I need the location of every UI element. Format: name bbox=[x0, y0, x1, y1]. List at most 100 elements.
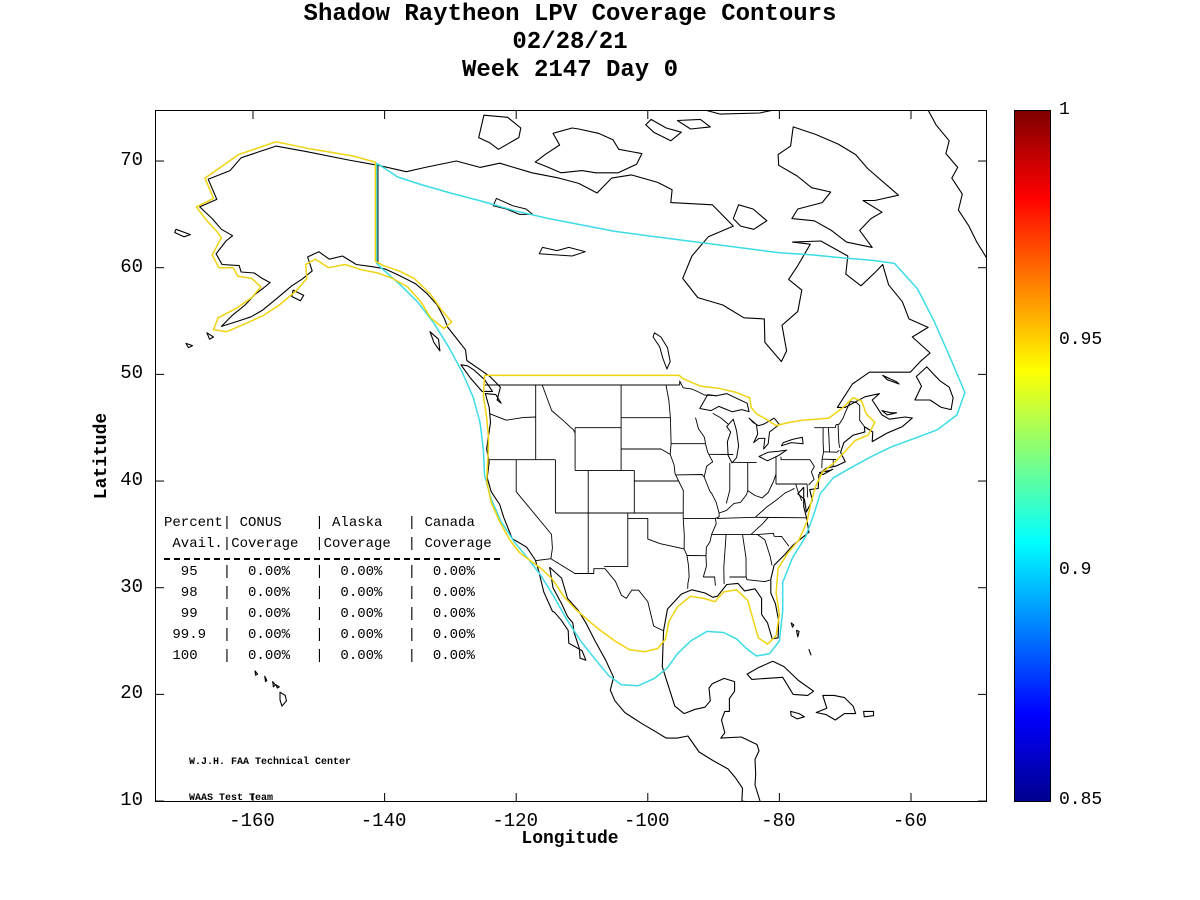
x-tick-label: -160 bbox=[229, 810, 275, 832]
attribution-line-1: W.J.H. FAA Technical Center bbox=[189, 757, 352, 768]
coastline-path bbox=[927, 111, 986, 259]
coastline-path bbox=[815, 694, 857, 721]
lake-outline bbox=[726, 418, 740, 464]
coastline-path bbox=[732, 204, 768, 230]
coastline-path bbox=[881, 410, 898, 416]
coastline-path bbox=[478, 114, 522, 150]
state-border-line bbox=[795, 483, 803, 501]
contour-line-0-95 bbox=[482, 374, 876, 653]
coastline-path bbox=[272, 681, 276, 688]
coverage-table-row: 98 | 0.00% | 0.00% | 0.00% bbox=[164, 585, 475, 601]
contour-line-0-95 bbox=[195, 141, 453, 333]
y-tick-label: 60 bbox=[120, 255, 143, 278]
lake-outline bbox=[780, 436, 804, 447]
y-tick-label: 70 bbox=[120, 149, 143, 172]
colorbar-tick-label: 0.9 bbox=[1059, 560, 1092, 580]
state-border-line bbox=[755, 516, 807, 519]
colorbar-tick-label: 1 bbox=[1059, 100, 1070, 120]
state-border-line bbox=[675, 474, 705, 478]
x-tick-label: -120 bbox=[492, 810, 538, 832]
state-border-line bbox=[535, 558, 664, 632]
colorbar-tick-label: 0.95 bbox=[1059, 330, 1103, 350]
coastline-path bbox=[790, 622, 795, 628]
state-border-line bbox=[837, 424, 841, 448]
chart-title: Shadow Raytheon LPV Coverage Contours bbox=[303, 1, 837, 28]
state-border-line bbox=[682, 518, 685, 549]
state-border-line bbox=[604, 513, 629, 567]
state-border-line bbox=[757, 534, 773, 566]
coastline-path bbox=[460, 364, 494, 392]
coastline-path bbox=[199, 145, 931, 801]
state-border-line bbox=[725, 462, 731, 504]
table-divider bbox=[164, 558, 500, 560]
state-border-line bbox=[669, 454, 680, 482]
y-tick-label: 10 bbox=[120, 789, 143, 812]
coastline-path bbox=[534, 127, 643, 174]
coverage-table-row: 99 | 0.00% | 0.00% | 0.00% bbox=[164, 606, 475, 622]
coastline-path bbox=[174, 228, 192, 238]
x-tick-label: -60 bbox=[892, 810, 928, 832]
coastline-path bbox=[275, 684, 280, 689]
x-tick-label: -80 bbox=[761, 810, 796, 832]
state-border-line bbox=[669, 417, 672, 455]
chart-week-day: Week 2147 Day 0 bbox=[461, 57, 679, 84]
state-border-line bbox=[750, 516, 769, 535]
lake-outline bbox=[748, 417, 780, 450]
attribution-line-2: WAAS Test Team bbox=[189, 793, 274, 804]
coastline-path bbox=[863, 710, 875, 718]
coverage-table: Percent| CONUS | Alaska | Canada Avail.|… bbox=[164, 513, 500, 667]
coastline-path bbox=[706, 111, 772, 115]
coastline-path bbox=[676, 118, 711, 130]
lake-outline bbox=[758, 449, 788, 462]
map-plot-area: Percent| CONUS | Alaska | Canada Avail.|… bbox=[155, 110, 987, 804]
coastline-path bbox=[264, 675, 268, 683]
state-border-line bbox=[723, 534, 727, 585]
state-border-line bbox=[814, 401, 865, 429]
lake-outline bbox=[492, 197, 534, 215]
state-border-line bbox=[745, 576, 771, 583]
coastline-path bbox=[914, 366, 954, 411]
chart-title-block: Shadow Raytheon LPV Coverage Contours 02… bbox=[170, 1, 970, 85]
coverage-table-row: 100 | 0.00% | 0.00% | 0.00% bbox=[164, 648, 475, 664]
state-border-line bbox=[678, 480, 684, 519]
state-border-line bbox=[718, 474, 777, 514]
lake-outline bbox=[699, 393, 750, 413]
state-border-line bbox=[679, 380, 717, 397]
state-border-line bbox=[754, 487, 795, 518]
state-border-line bbox=[686, 555, 690, 589]
state-border-line bbox=[621, 448, 671, 455]
coastline-path bbox=[882, 374, 900, 385]
coastline-path bbox=[777, 126, 900, 248]
y-tick-label: 40 bbox=[120, 469, 143, 492]
colorbar-tick-label: 0.85 bbox=[1059, 790, 1103, 810]
coastline-path bbox=[429, 331, 441, 352]
state-border-line bbox=[806, 483, 809, 498]
state-border-line bbox=[821, 451, 825, 469]
y-tick-label: 30 bbox=[120, 575, 143, 598]
y-axis-label: Latitude bbox=[92, 412, 112, 500]
state-border-line bbox=[780, 456, 810, 461]
state-border-line bbox=[702, 443, 720, 578]
state-border-line bbox=[751, 532, 790, 547]
coastline-path bbox=[795, 629, 800, 638]
coverage-table-row: 95 | 0.00% | 0.00% | 0.00% bbox=[164, 564, 475, 580]
coastline-path bbox=[279, 691, 288, 707]
coastline-path bbox=[185, 342, 194, 349]
y-tick-label: 20 bbox=[120, 682, 143, 705]
coastline-path bbox=[645, 118, 682, 142]
state-border-line bbox=[515, 459, 553, 559]
x-tick-label: -100 bbox=[623, 810, 670, 832]
state-border-line bbox=[808, 459, 815, 486]
state-border-line bbox=[695, 417, 706, 444]
lake-outline bbox=[538, 246, 586, 257]
coastline-path bbox=[746, 660, 815, 696]
x-tick-label: -140 bbox=[360, 810, 407, 832]
lake-outline bbox=[652, 332, 671, 370]
coastline-path bbox=[790, 710, 805, 720]
state-border-line bbox=[742, 534, 747, 578]
y-tick-label: 50 bbox=[120, 362, 143, 385]
coastline-path bbox=[254, 670, 259, 676]
colorbar bbox=[1014, 110, 1051, 802]
coverage-table-header-line: Percent| CONUS | Alaska | Canada bbox=[164, 515, 475, 531]
